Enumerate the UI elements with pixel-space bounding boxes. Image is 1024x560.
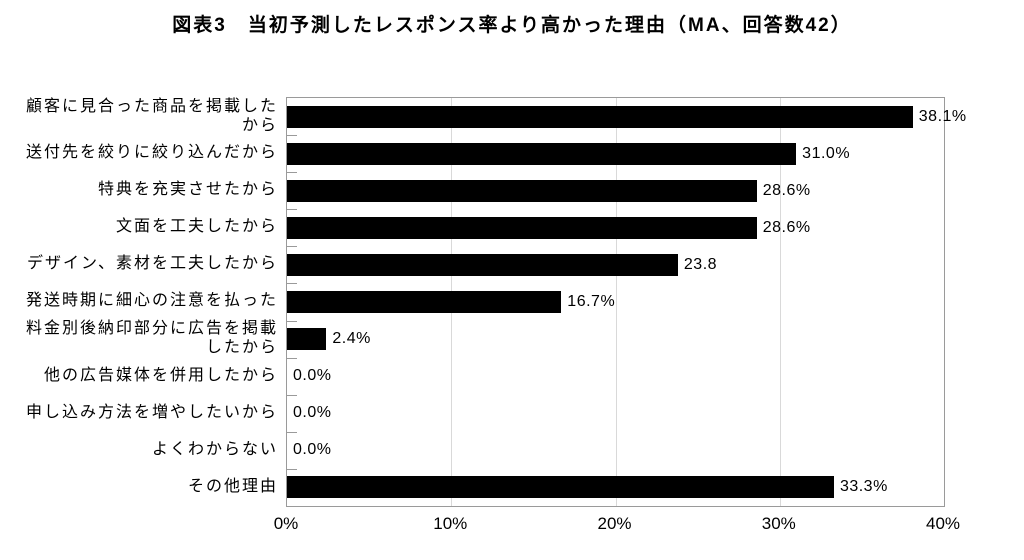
category-tick <box>287 172 297 173</box>
value-label: 23.8 <box>683 255 718 273</box>
category-label: 他の広告媒体を併用したから <box>43 366 278 384</box>
category-axis-labels: 顧客に見合った商品を掲載した から送付先を絞りに絞り込んだから特典を充実させたか… <box>0 97 278 505</box>
value-label: 0.0% <box>293 404 332 422</box>
category-tick <box>287 209 297 210</box>
category-tick <box>287 246 297 247</box>
bar <box>287 291 562 313</box>
category-label: 特典を充実させたから <box>97 181 278 199</box>
value-label: 16.7% <box>567 292 616 310</box>
category-label: 発送時期に細心の注意を払った <box>25 292 278 310</box>
value-label: 0.0% <box>293 441 332 459</box>
category-tick <box>287 432 297 433</box>
value-label: 0.0% <box>293 367 332 385</box>
gridline <box>615 98 617 506</box>
category-tick <box>287 135 297 136</box>
category-label: その他理由 <box>187 477 278 495</box>
category-tick <box>287 469 297 470</box>
x-axis-labels: 0% 10% 20% 30% 40% <box>274 505 960 545</box>
category-tick <box>287 395 297 396</box>
x-tick-label: 20% <box>597 514 632 533</box>
value-label: 2.4% <box>332 330 371 348</box>
category-label: 申し込み方法を増やしたいから <box>25 403 278 421</box>
x-tick-label: 40% <box>925 514 961 533</box>
bar <box>287 328 327 351</box>
category-label: よくわからない <box>151 440 278 458</box>
value-label: 31.0% <box>802 144 851 162</box>
bar <box>287 179 757 202</box>
figure-title: 図表3 当初予測したレスポンス率より高かった理由（MA、回答数42） <box>172 15 852 36</box>
category-label: 文面を工夫したから <box>115 218 278 236</box>
bar <box>287 216 757 239</box>
bar <box>287 476 834 499</box>
category-tick <box>287 358 297 359</box>
x-tick-label: 10% <box>433 514 468 533</box>
gridline <box>779 98 781 506</box>
bar <box>287 105 913 128</box>
x-tick-label: 30% <box>761 514 796 533</box>
category-tick <box>287 283 297 284</box>
x-tick-label: 0% <box>273 514 299 533</box>
bar <box>287 253 678 276</box>
bar <box>287 142 797 165</box>
category-label: 送付先を絞りに絞り込んだから <box>25 144 278 162</box>
category-label: 顧客に見合った商品を掲載した から <box>25 97 278 134</box>
category-label: 料金別後納印部分に広告を掲載 したから <box>25 320 278 357</box>
category-tick <box>287 321 297 322</box>
value-label: 28.6% <box>762 181 811 199</box>
value-label: 28.6% <box>762 218 811 236</box>
plot-area: 38.1% 31.0% 28.6% 28.6% 23.8 16.7% 2.4% 0.0% 0.0… <box>286 97 966 507</box>
value-label: 38.1% <box>918 107 967 125</box>
value-label: 33.3% <box>839 478 888 496</box>
category-label: デザイン、素材を工夫したから <box>26 255 278 273</box>
